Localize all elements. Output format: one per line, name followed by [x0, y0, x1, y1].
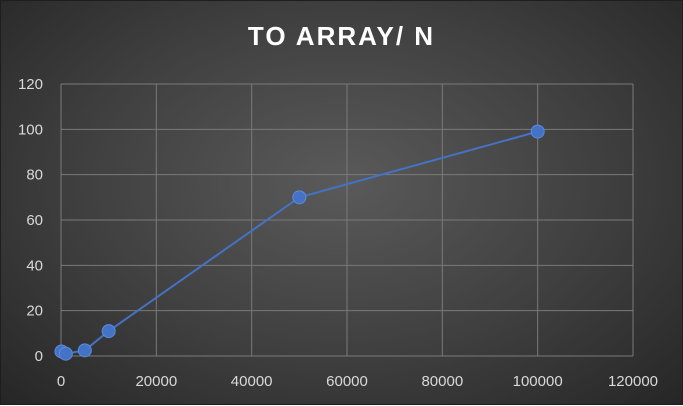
data-point — [530, 124, 545, 139]
gridlines — [60, 83, 634, 357]
chart-title: TO ARRAY/ N — [247, 21, 436, 51]
x-tick-label: 80000 — [421, 373, 463, 390]
x-tick-label: 60000 — [326, 373, 368, 390]
x-tick-label: 40000 — [231, 373, 273, 390]
x-tick-label: 20000 — [135, 373, 177, 390]
y-tick-label: 100 — [18, 121, 43, 138]
y-tick-label: 0 — [35, 348, 43, 365]
x-axis-ticks: 0 20000 40000 60000 80000 100000 120000 — [57, 373, 658, 390]
y-tick-label: 40 — [26, 257, 43, 274]
x-tick-label: 100000 — [513, 373, 563, 390]
y-axis-ticks: 0 20 40 60 80 100 120 — [18, 76, 43, 365]
y-tick-label: 120 — [18, 76, 43, 93]
x-tick-label: 120000 — [608, 373, 658, 390]
data-point — [101, 324, 116, 339]
y-tick-label: 20 — [26, 303, 43, 320]
y-tick-label: 80 — [26, 167, 43, 184]
data-point — [292, 190, 307, 205]
y-tick-label: 60 — [26, 212, 43, 229]
x-tick-label: 0 — [57, 373, 65, 390]
series-line — [61, 130, 538, 355]
data-point — [77, 343, 92, 358]
data-point — [58, 346, 73, 361]
series-group — [54, 124, 545, 361]
